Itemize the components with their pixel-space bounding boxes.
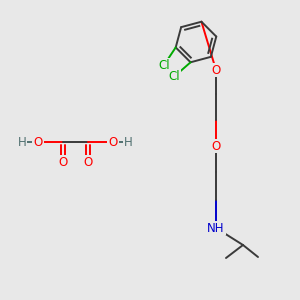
Text: O: O bbox=[212, 64, 220, 76]
Text: H: H bbox=[124, 136, 132, 148]
Text: NH: NH bbox=[207, 221, 225, 235]
Text: Cl: Cl bbox=[169, 70, 180, 83]
Text: O: O bbox=[108, 136, 118, 148]
Text: O: O bbox=[33, 136, 43, 148]
Text: H: H bbox=[18, 136, 26, 148]
Text: O: O bbox=[83, 155, 93, 169]
Text: O: O bbox=[58, 155, 68, 169]
Text: O: O bbox=[212, 140, 220, 152]
Text: Cl: Cl bbox=[158, 59, 170, 72]
